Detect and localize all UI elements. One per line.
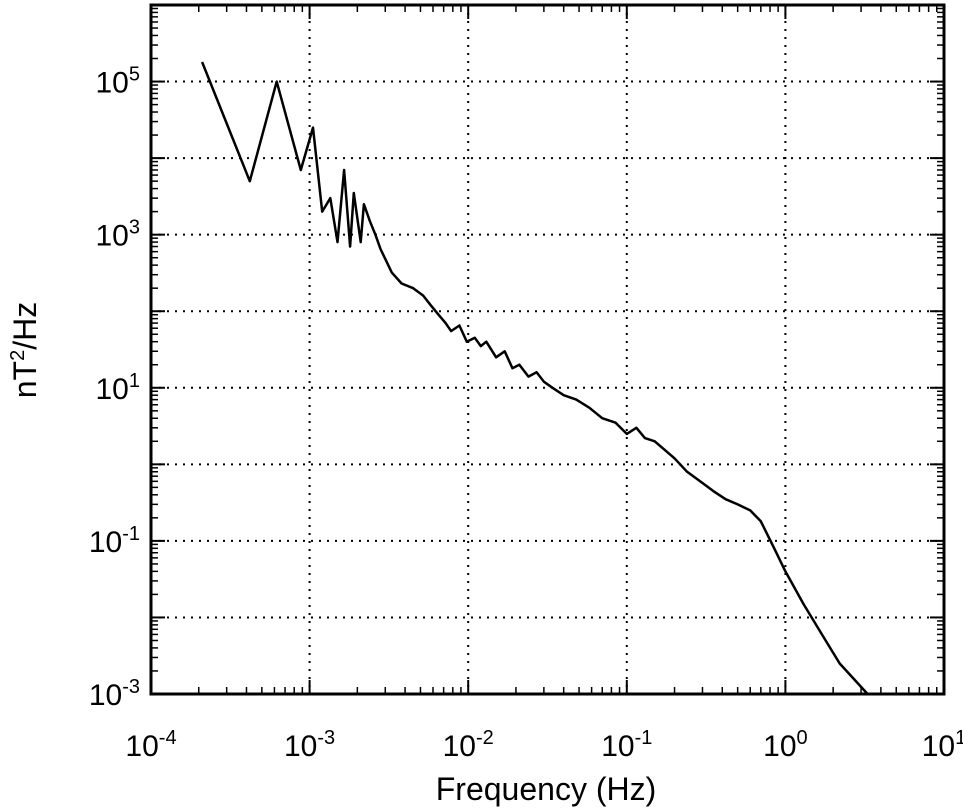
x-tick-base: 10 — [922, 730, 955, 763]
x-tick-base: 10 — [125, 730, 158, 763]
y-axis-label-exp: 2 — [7, 350, 29, 361]
y-axis-label-tail: /Hz — [7, 302, 43, 350]
x-tick-exp: -4 — [159, 727, 177, 749]
x-tick-label: 10-4 — [125, 727, 176, 763]
x-tick-label: 10-3 — [284, 727, 335, 763]
x-tick-base: 10 — [284, 730, 317, 763]
x-tick-exp: -1 — [635, 727, 653, 749]
x-tick-exp: -3 — [317, 727, 335, 749]
x-tick-label: 10-2 — [443, 727, 494, 763]
y-tick-base: 10 — [96, 67, 129, 100]
y-tick-label: 103 — [96, 217, 141, 253]
y-tick-exp: 3 — [129, 217, 140, 239]
x-tick-base: 10 — [443, 730, 476, 763]
x-tick-base: 10 — [763, 730, 796, 763]
y-tick-label: 105 — [96, 64, 141, 100]
y-tick-base: 10 — [89, 526, 122, 559]
y-tick-base: 10 — [96, 373, 129, 406]
x-tick-label: 10-1 — [601, 727, 652, 763]
x-tick-label: 100 — [763, 727, 808, 763]
y-tick-base: 10 — [96, 220, 129, 253]
y-tick-exp: 5 — [129, 64, 140, 86]
x-tick-base: 10 — [601, 730, 634, 763]
y-tick-base: 10 — [89, 679, 122, 712]
x-tick-labels: 10-4 10-3 10-2 10-1 100 101 — [125, 727, 963, 763]
y-tick-exp: -3 — [122, 676, 140, 698]
series-line — [200, 61, 869, 695]
y-tick-label: 10-3 — [89, 676, 140, 712]
y-axis-label-base: nT — [7, 361, 43, 398]
y-tick-exp: -1 — [122, 523, 140, 545]
x-tick-label: 101 — [922, 727, 963, 763]
x-axis-label: Frequency (Hz) — [436, 771, 657, 807]
y-tick-label: 10-1 — [89, 523, 140, 559]
y-tick-exp: 1 — [129, 370, 140, 392]
x-tick-exp: -2 — [476, 727, 494, 749]
plot-frame — [149, 3, 946, 696]
x-tick-exp: 1 — [955, 727, 963, 749]
x-tick-exp: 0 — [797, 727, 808, 749]
y-axis-label: nT2/Hz — [7, 302, 43, 398]
grid — [151, 5, 944, 694]
y-tick-label: 101 — [96, 370, 141, 406]
